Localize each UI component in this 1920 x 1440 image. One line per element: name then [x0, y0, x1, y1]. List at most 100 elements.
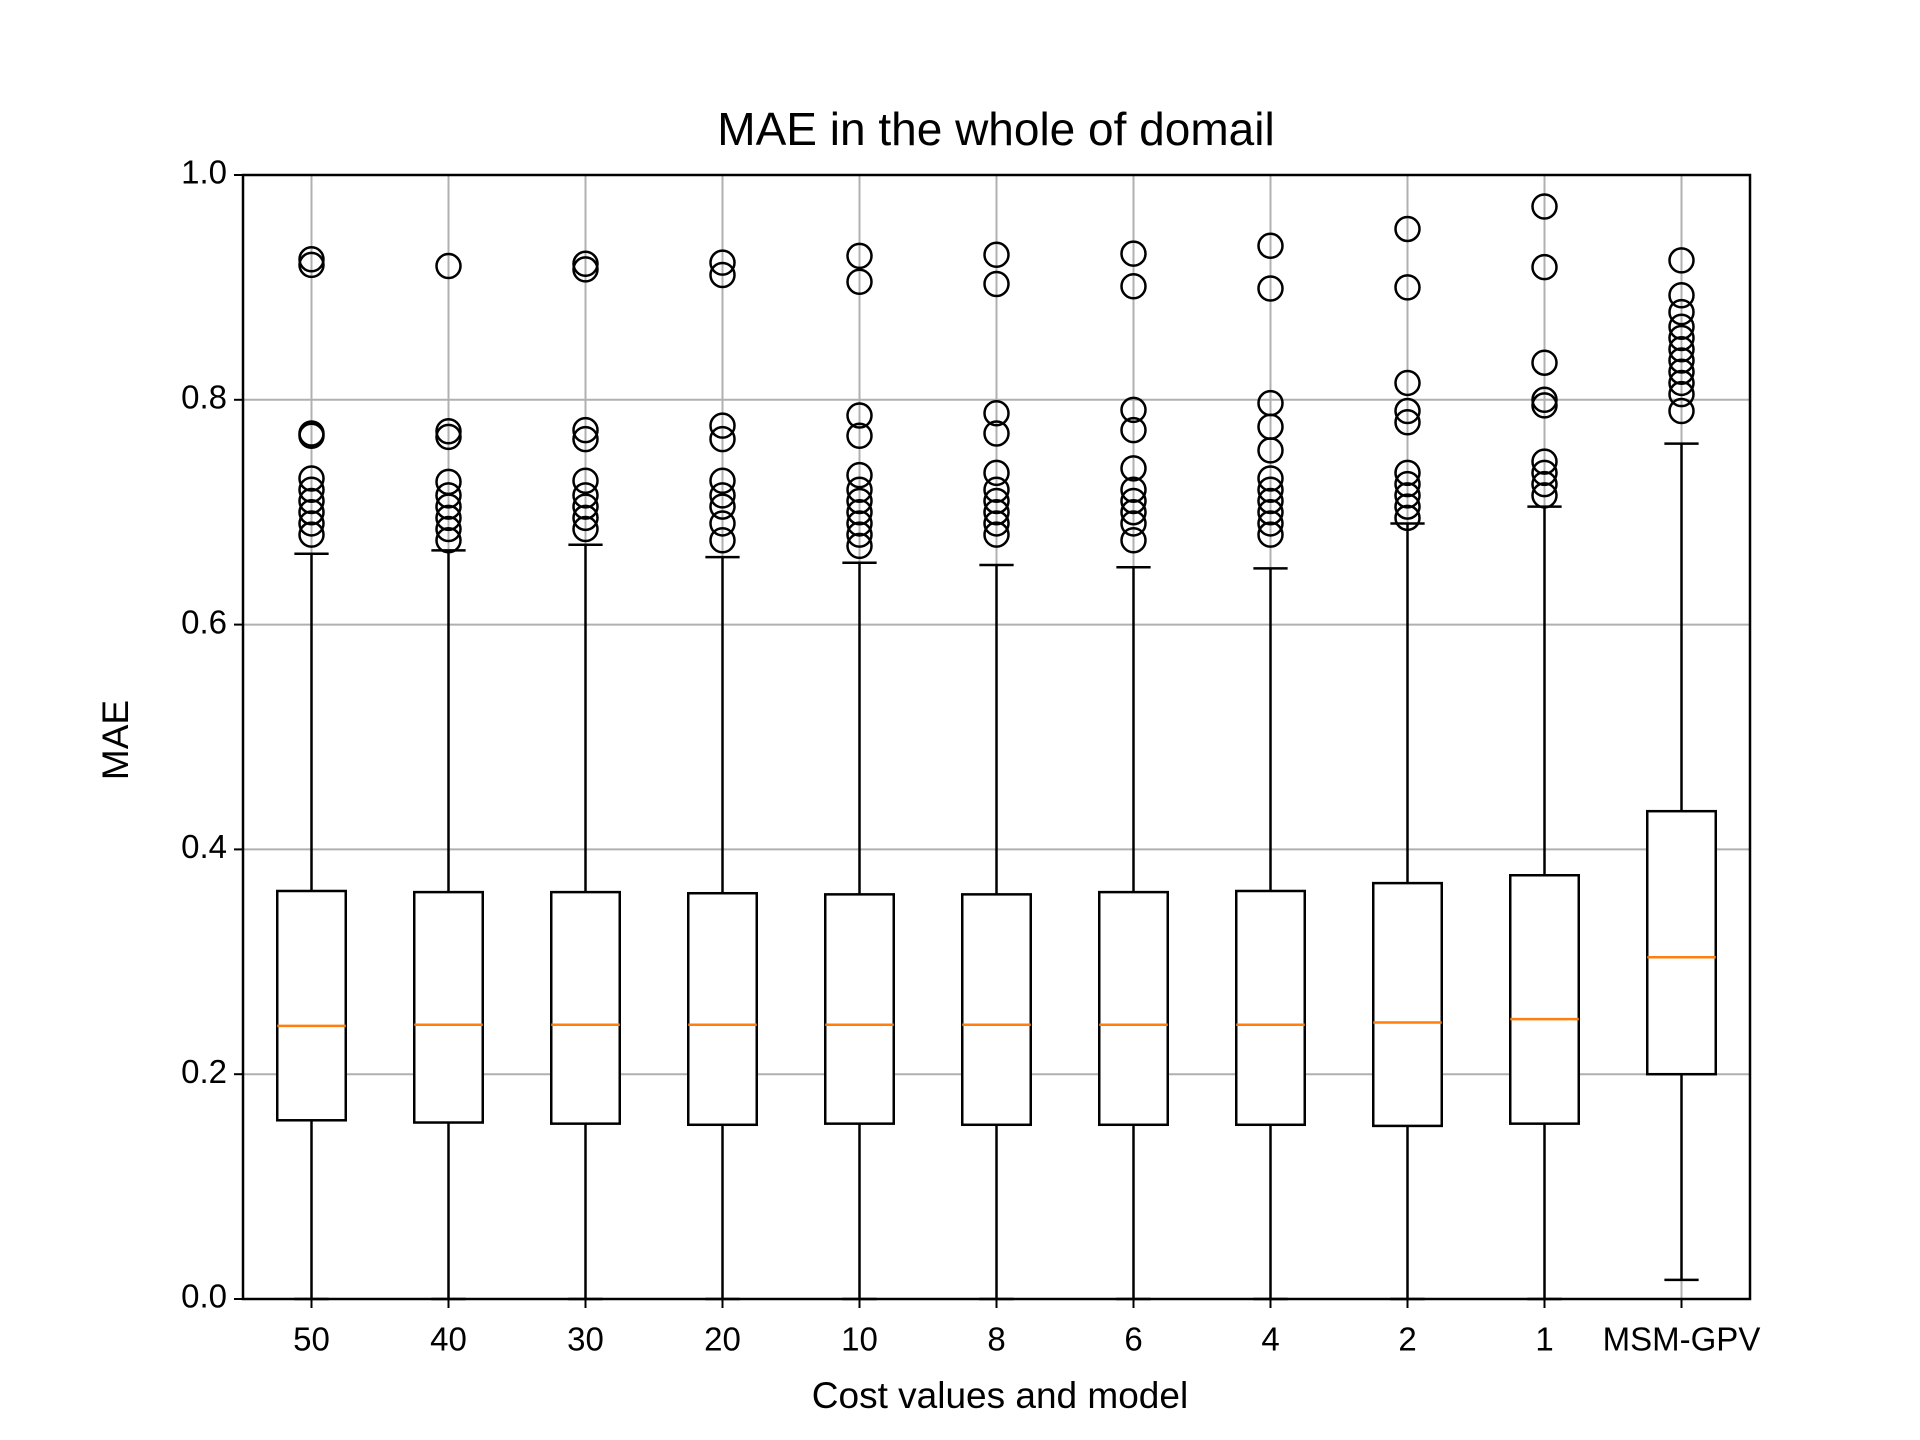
outlier [298, 246, 325, 273]
outlier [983, 420, 1010, 447]
outlier [1394, 504, 1421, 532]
outlier [1531, 459, 1558, 487]
box [1372, 881, 1443, 1128]
chart-title: MAE in the whole of domail [717, 103, 1274, 155]
outlier [983, 487, 1010, 515]
outlier [709, 493, 736, 520]
outlier [298, 251, 325, 279]
outlier [1394, 482, 1421, 509]
outlier [572, 416, 599, 444]
outlier [983, 476, 1010, 503]
outlier [298, 521, 325, 548]
outlier [983, 498, 1010, 526]
y-tick-label: 0.2 [181, 1053, 227, 1090]
outlier [1394, 369, 1421, 397]
outlier [709, 510, 736, 537]
outlier [1394, 409, 1421, 436]
outlier [709, 482, 736, 509]
box [1509, 874, 1580, 1125]
outlier [1668, 397, 1695, 425]
outlier [1257, 232, 1284, 260]
outlier [846, 487, 873, 515]
outlier [1257, 521, 1284, 548]
outlier [572, 482, 599, 509]
y-tick-label: 0.0 [181, 1278, 227, 1315]
outlier [1531, 392, 1558, 419]
outlier [298, 476, 325, 503]
outlier [1120, 476, 1147, 503]
x-tick-label: 40 [430, 1321, 467, 1358]
outlier [983, 521, 1010, 548]
outlier [1668, 380, 1695, 408]
outlier [1531, 193, 1558, 220]
outlier [1257, 465, 1284, 492]
box [824, 893, 895, 1125]
outlier [1531, 386, 1558, 414]
outlier [435, 418, 462, 445]
outlier [983, 510, 1010, 537]
x-tick-label: 1 [1535, 1321, 1553, 1358]
outlier [1668, 247, 1695, 274]
outlier [846, 268, 873, 296]
outlier [846, 402, 873, 429]
outlier [846, 242, 873, 270]
outlier [298, 510, 325, 537]
outlier [572, 425, 599, 453]
outlier [846, 521, 873, 548]
outlier [1668, 282, 1695, 309]
outlier [1120, 396, 1147, 424]
box [1646, 809, 1717, 1076]
box [413, 890, 484, 1124]
outlier [1531, 448, 1558, 475]
x-tick-label: 2 [1398, 1321, 1416, 1358]
outlier [709, 261, 736, 289]
outlier [1257, 476, 1284, 503]
outlier [709, 467, 736, 494]
outlier [1257, 275, 1284, 302]
outlier [1257, 487, 1284, 515]
outlier [1531, 349, 1558, 376]
outlier [298, 487, 325, 515]
outlier [709, 527, 736, 554]
outlier [572, 250, 599, 278]
box [1235, 889, 1306, 1127]
x-tick-label: 6 [1124, 1321, 1142, 1358]
outlier [435, 504, 462, 532]
plot-frame [241, 173, 1752, 1301]
outlier [846, 532, 873, 560]
outlier [1531, 470, 1558, 498]
x-tick-label: 8 [987, 1321, 1005, 1358]
y-tick-label: 0.8 [181, 379, 227, 416]
outlier [1394, 470, 1421, 498]
outlier [1120, 416, 1147, 444]
x-tick-label: 4 [1261, 1321, 1279, 1358]
outlier [572, 515, 599, 543]
outlier [1120, 498, 1147, 526]
outlier [435, 482, 462, 509]
outlier [1120, 240, 1147, 267]
outlier [1257, 510, 1284, 537]
outlier [298, 498, 325, 526]
outlier [1394, 274, 1421, 301]
y-tick-label: 0.6 [181, 603, 227, 640]
outlier [1120, 527, 1147, 554]
outlier [1668, 347, 1695, 374]
outlier [709, 425, 736, 453]
box [1098, 890, 1169, 1127]
outlier [435, 252, 462, 280]
y-tick-label: 1.0 [181, 154, 227, 191]
outlier [298, 465, 325, 492]
outlier [572, 493, 599, 520]
outlier [1120, 455, 1147, 482]
outlier [846, 476, 873, 503]
outlier [846, 498, 873, 526]
outlier [1120, 510, 1147, 537]
outlier [1120, 273, 1147, 300]
outlier [435, 493, 462, 520]
outlier [1257, 498, 1284, 526]
x-axis-label: Cost values and model [812, 1375, 1188, 1416]
y-tick-label: 0.4 [181, 828, 227, 865]
outlier [1394, 215, 1421, 243]
y-axis-label: MAE [95, 700, 136, 780]
